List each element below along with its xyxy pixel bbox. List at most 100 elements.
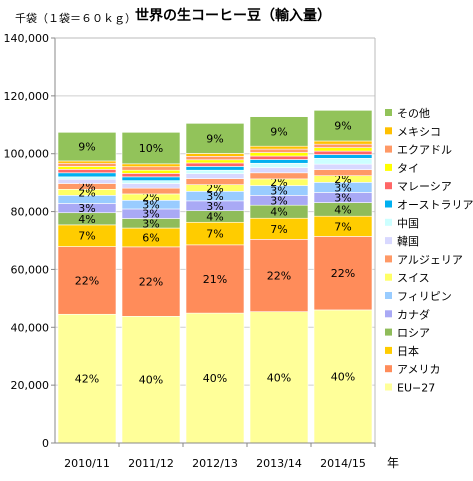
legend-label: アルジェリア (397, 253, 463, 266)
bar-segment (121, 187, 181, 195)
legend-label: ロシア (397, 327, 430, 340)
data-label: 3% (78, 202, 95, 215)
y-tick-label: 100,000 (4, 148, 50, 161)
legend-swatch (385, 310, 392, 318)
legend-swatch (385, 383, 392, 391)
legend-label: その他 (397, 107, 430, 120)
data-label: 40% (203, 372, 227, 385)
bar-segment (57, 172, 117, 178)
bar-segment (57, 176, 117, 180)
data-label: 22% (75, 274, 99, 287)
data-label: 7% (78, 230, 95, 243)
data-label: 2% (334, 173, 351, 186)
legend-swatch (385, 182, 392, 190)
y-tick-label: 120,000 (4, 90, 50, 103)
bar-segment (249, 311, 309, 444)
legend-swatch (385, 218, 392, 226)
bar-segment (313, 169, 373, 176)
legend-swatch (385, 328, 392, 336)
bar-stack: 40%22%7%4%3%3%2%9% (249, 116, 309, 444)
legend-label: 中国 (397, 217, 419, 230)
bar-stack: 40%21%7%4%3%3%2%9% (185, 123, 245, 444)
bar-segment (185, 244, 245, 314)
y-tick-label: 40,000 (11, 321, 50, 334)
y-tick-label: 0 (42, 437, 49, 450)
legend-label: フィリピン (397, 290, 452, 303)
data-label: 22% (267, 270, 291, 283)
bar-segment (121, 315, 181, 444)
bar-segment (249, 172, 309, 180)
bar-segment (313, 158, 373, 165)
legend-label: カナダ (397, 307, 430, 321)
legend-swatch (385, 273, 392, 281)
bar-segment (57, 132, 117, 162)
x-tick-label: 2014/15 (320, 457, 366, 470)
data-label: 2% (206, 182, 223, 195)
bar-segment (313, 147, 373, 152)
bar-segment (185, 159, 245, 164)
bar-segment (249, 152, 309, 157)
data-label: 6% (142, 231, 159, 244)
bar-stack: 40%22%6%3%3%3%2%10% (121, 132, 181, 444)
bar-segment (185, 162, 245, 167)
data-label: 9% (334, 120, 351, 133)
legend-label: EU−27 (397, 382, 435, 395)
legend-label: アメリカ (397, 363, 440, 376)
data-label: 4% (78, 213, 95, 226)
data-label: 4% (206, 210, 223, 223)
bar-segment (313, 236, 373, 311)
legend-label: メキシコ (397, 125, 441, 138)
legend-swatch (385, 200, 392, 208)
x-axis-label: 年 (387, 456, 399, 470)
legend-label: オーストラリア (397, 199, 473, 212)
data-label: 40% (267, 371, 291, 384)
bar-segment (121, 166, 181, 171)
legend-label: 日本 (397, 344, 419, 358)
data-label: 2% (270, 176, 287, 189)
stacked-bars: 42%22%7%4%3%2%2%9%40%22%6%3%3%3%2%10%40%… (57, 110, 373, 444)
bar-segment (313, 143, 373, 148)
unit-label: 千袋（１袋＝６０ｋｇ） (15, 11, 136, 25)
chart-title: 世界の生コーヒー豆（輸入量） (135, 7, 331, 24)
bar-segment (185, 173, 245, 179)
legend-swatch (385, 163, 392, 171)
data-label: 3% (142, 199, 159, 212)
bar-segment (249, 162, 309, 168)
data-label: 9% (78, 141, 95, 154)
bar-segment (249, 167, 309, 174)
bar-segment (249, 155, 309, 160)
legend-label: エクアドル (397, 144, 452, 157)
data-label: 7% (206, 228, 223, 241)
data-label: 9% (270, 125, 287, 138)
bar-stack: 40%22%7%4%3%3%2%9% (313, 110, 373, 444)
legend-swatch (385, 237, 392, 245)
x-tick-label: 2012/13 (192, 457, 238, 470)
bar-segment (249, 145, 309, 150)
x-tick-label: 2011/12 (128, 457, 174, 470)
bar-segment (185, 153, 245, 157)
bar-segment (57, 178, 117, 184)
data-label: 3% (206, 190, 223, 203)
y-tick-label: 20,000 (11, 379, 50, 392)
bar-segment (185, 169, 245, 174)
data-label: 21% (203, 273, 227, 286)
data-label: 3% (142, 208, 159, 221)
y-axis-ticks: 0 20,000 40,000 60,000 80,000 100,000 120,000 1… (4, 32, 55, 450)
data-label: 3% (142, 217, 159, 230)
bar-segment (57, 313, 117, 444)
bar-segment (57, 246, 117, 315)
bar-segment (121, 169, 181, 174)
x-tick-label: 2010/11 (64, 457, 110, 470)
bar-segment (57, 166, 117, 170)
bar-segment (313, 154, 373, 159)
bar-segment (121, 173, 181, 178)
bar-segment (185, 312, 245, 444)
bar-segment (313, 150, 373, 155)
legend-label: マレーシア (397, 180, 452, 193)
legend-label: スイス (397, 272, 430, 285)
data-label: 4% (270, 206, 287, 219)
bar-segment (121, 183, 181, 189)
data-label: 3% (334, 192, 351, 205)
data-label: 9% (206, 132, 223, 145)
